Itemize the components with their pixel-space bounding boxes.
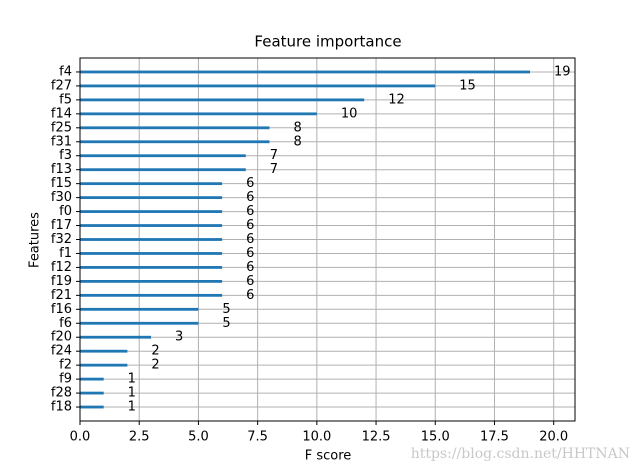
value-label: 1 (128, 372, 136, 387)
x-tick-label: 7.5 (247, 430, 268, 445)
y-tick-label: f16 (51, 302, 72, 317)
bar (80, 252, 223, 255)
y-tick-label: f5 (59, 92, 72, 107)
value-label: 12 (388, 92, 405, 107)
bar (80, 112, 317, 116)
value-label: 1 (128, 400, 136, 415)
value-label: 3 (175, 330, 183, 345)
watermark: https://blog.csdn.net/HHTNAN (411, 446, 630, 462)
y-tick-label: f28 (51, 386, 72, 401)
value-label: 6 (246, 274, 254, 289)
y-tick-label: f6 (59, 316, 72, 331)
value-label: 6 (246, 260, 254, 275)
x-tick-label: 5.0 (188, 430, 209, 445)
y-tick-label: f0 (59, 204, 72, 219)
bar (80, 98, 365, 102)
bar (80, 84, 436, 88)
y-tick-label: f12 (51, 260, 72, 275)
x-axis-label: F score (305, 449, 352, 464)
y-tick-label: f27 (51, 78, 72, 93)
y-axis-label: Features (28, 212, 43, 268)
value-label: 5 (222, 302, 230, 317)
x-tick-label: 0.0 (70, 430, 91, 445)
value-label: 15 (459, 78, 476, 93)
y-tick-label: f3 (59, 148, 72, 163)
bar (80, 210, 223, 213)
bar (80, 140, 270, 144)
value-label: 7 (270, 162, 278, 177)
plot-frame (79, 57, 576, 422)
x-tick-label: 2.5 (129, 430, 150, 445)
value-label: 6 (246, 246, 254, 261)
bar (80, 154, 246, 158)
bar (80, 405, 104, 409)
y-tick-label: f21 (51, 288, 72, 303)
y-tick-label: f30 (51, 190, 72, 205)
bar (80, 293, 223, 297)
x-tick-label: 12.5 (362, 430, 391, 445)
bar (80, 363, 128, 367)
value-label: 6 (246, 176, 254, 191)
value-label: 7 (270, 148, 278, 163)
bar (80, 391, 104, 395)
y-tick-label: f17 (51, 218, 72, 233)
value-label: 6 (246, 232, 254, 247)
chart-title: Feature importance (254, 33, 401, 51)
y-tick-label: f24 (51, 344, 72, 359)
value-label: 5 (222, 316, 230, 331)
bar (80, 70, 530, 74)
value-label: 8 (293, 134, 301, 149)
y-tick-label: f25 (51, 120, 72, 135)
y-tick-label: f19 (51, 274, 72, 289)
y-tick-label: f9 (59, 372, 72, 387)
value-label: 1 (128, 386, 136, 401)
x-tick-label: 20.0 (539, 430, 568, 445)
y-tick-label: f32 (51, 232, 72, 247)
x-tick-label: 15.0 (421, 430, 450, 445)
y-tick-label: f13 (51, 162, 72, 177)
bar (80, 349, 128, 353)
y-tick-label: f1 (59, 246, 72, 261)
y-tick-label: f4 (59, 64, 72, 79)
y-tick-label: f18 (51, 400, 72, 415)
bar (80, 182, 223, 186)
bar (80, 238, 223, 241)
bar (80, 266, 223, 269)
value-label: 8 (293, 120, 301, 135)
bar (80, 168, 246, 172)
value-label: 6 (246, 218, 254, 233)
y-tick-label: f20 (51, 330, 72, 345)
bar (80, 377, 104, 381)
value-label: 6 (246, 190, 254, 205)
x-tick-label: 17.5 (480, 430, 509, 445)
value-label: 10 (341, 106, 358, 121)
bar (80, 196, 223, 200)
value-label: 6 (246, 288, 254, 303)
y-tick-label: f2 (59, 358, 72, 373)
bar (80, 224, 223, 227)
x-tick-label: 10.0 (302, 430, 331, 445)
value-label: 6 (246, 204, 254, 219)
y-tick-label: f31 (51, 134, 72, 149)
y-tick-label: f15 (51, 176, 72, 191)
bar (80, 335, 152, 339)
bar (80, 279, 223, 283)
value-label: 19 (554, 64, 571, 79)
bar (80, 321, 199, 325)
bar (80, 307, 199, 311)
bar (80, 126, 270, 130)
value-label: 2 (151, 358, 159, 373)
y-tick-label: f14 (51, 106, 72, 121)
value-label: 2 (151, 344, 159, 359)
